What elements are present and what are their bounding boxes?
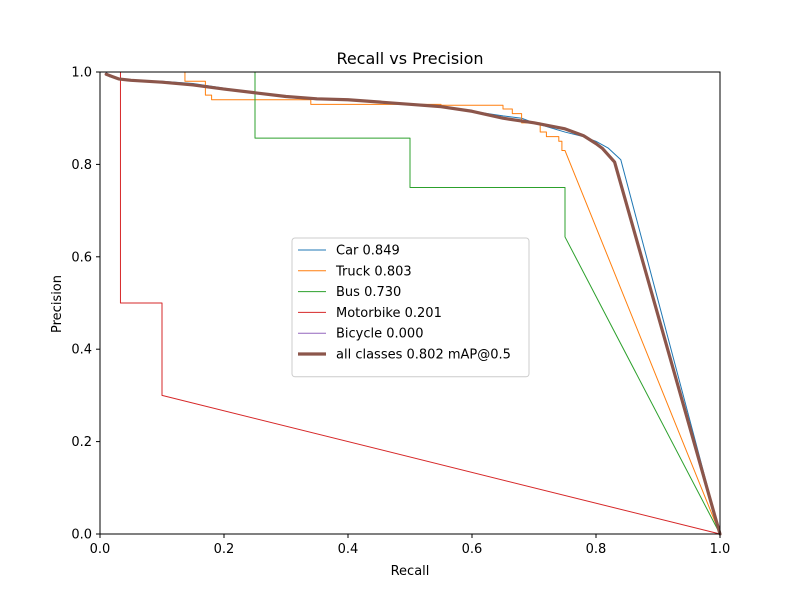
x-tick-label: 0.0 (90, 542, 111, 557)
y-tick-label: 0.6 (71, 250, 92, 265)
legend-label: Bus 0.730 (336, 285, 401, 300)
legend-box (291, 237, 530, 378)
x-tick-label: 0.8 (586, 542, 607, 557)
series-line-2 (99, 71, 721, 535)
axes-frame (99, 71, 721, 535)
legend-label: all classes 0.802 mAP@0.5 (336, 348, 511, 363)
y-tick-label: 0.4 (71, 343, 92, 358)
series-line-5 (104, 72, 722, 536)
y-axis-label: Precision (50, 275, 65, 333)
legend-label: Motorbike 0.201 (336, 306, 442, 321)
x-tick-label: 1.0 (710, 542, 731, 557)
legend: Car 0.849 Truck 0.803 Bus 0.730 Motorbike 0… (291, 237, 530, 378)
x-tick-label: 0.4 (338, 542, 359, 557)
y-tick-label: 0.8 (71, 158, 92, 173)
legend-label: Truck 0.803 (335, 264, 412, 279)
y-tick-label: 0.2 (71, 435, 92, 450)
series-line-1 (99, 71, 721, 535)
legend-label: Bicycle 0.000 (336, 327, 423, 342)
y-tick-label: 0.0 (71, 528, 92, 543)
legend-label: Car 0.849 (336, 244, 400, 259)
chart-title: Recall vs Precision (336, 49, 483, 68)
x-tick-label: 0.2 (214, 542, 235, 557)
x-axis-label: Recall (391, 564, 430, 579)
x-tick-label: 0.6 (462, 542, 483, 557)
y-tick-label: 1.0 (71, 66, 92, 81)
plot-area: 0.0 0.2 0.4 0.6 0.8 1.0 0.0 0.2 0.4 0.6 0.8 1.0 (71, 66, 730, 558)
